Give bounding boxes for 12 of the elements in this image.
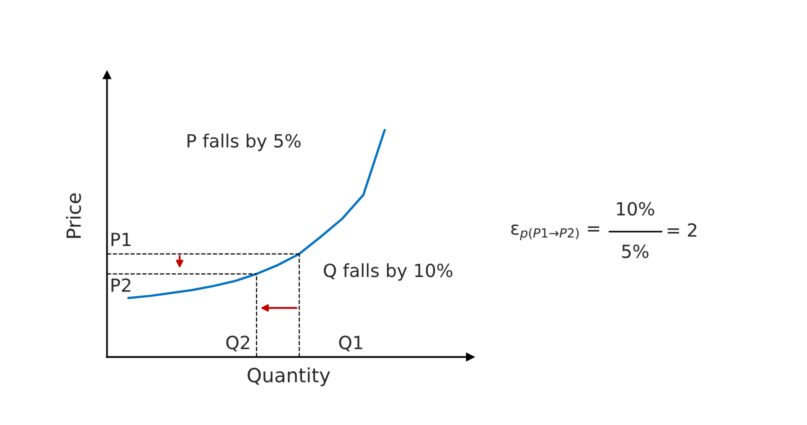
text: = 2 (668, 223, 696, 237)
annotation: Q falls by 10% (324, 263, 452, 281)
ref-line-label: P1 (112, 232, 130, 246)
annotation: P falls by 5% (188, 134, 301, 152)
text: 10% (617, 202, 654, 216)
text: 5% (622, 244, 648, 258)
text: ε$_{p(P1→P2)}$ = (511, 224, 600, 240)
annotation: Q2 (226, 336, 250, 352)
y-axis-title: Price (66, 193, 82, 238)
annotation: Q1 (339, 336, 362, 352)
ref-line-label: P2 (112, 278, 130, 292)
x-axis-title: Quantity (248, 367, 330, 386)
